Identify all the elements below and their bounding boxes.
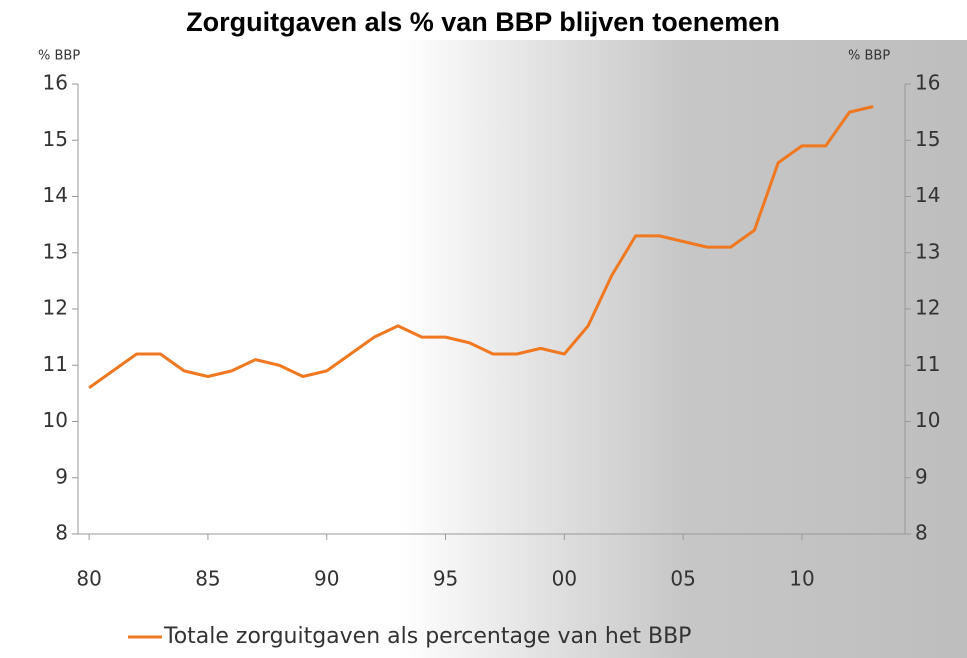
y-tick-label: 10: [43, 408, 68, 432]
x-tick-label: 90: [314, 567, 339, 591]
y2-tick-label: 16: [915, 71, 940, 95]
chart-title: Zorguitgaven als % van BBP blijven toene…: [186, 7, 780, 37]
y-tick-label: 15: [43, 127, 68, 151]
y-tick-label: 12: [43, 296, 68, 320]
y-tick-label: 9: [55, 464, 68, 488]
y2-tick-label: 11: [915, 352, 940, 376]
y2-tick-label: 9: [915, 464, 928, 488]
y-axis-label: % BBP: [38, 49, 80, 64]
y2-tick-label: 15: [915, 127, 940, 151]
x-tick-label: 95: [433, 567, 458, 591]
y-tick-label: 8: [55, 521, 68, 545]
y-tick-label: 14: [43, 183, 68, 207]
y2-tick-label: 8: [915, 521, 928, 545]
y2-tick-label: 14: [915, 183, 940, 207]
y2-tick-label: 12: [915, 296, 940, 320]
x-tick-label: 05: [670, 567, 695, 591]
chart: Zorguitgaven als % van BBP blijven toene…: [0, 0, 967, 658]
y2-axis-label: % BBP: [848, 49, 890, 64]
y-tick-label: 13: [43, 239, 68, 263]
x-tick-label: 10: [789, 567, 814, 591]
y-tick-label: 11: [43, 352, 68, 376]
x-tick-label: 80: [76, 567, 101, 591]
legend-label: Totale zorguitgaven als percentage van h…: [163, 624, 691, 649]
x-tick-label: 00: [552, 567, 577, 591]
y-tick-label: 16: [43, 71, 68, 95]
y2-tick-label: 13: [915, 239, 940, 263]
y2-tick-label: 10: [915, 408, 940, 432]
x-tick-label: 85: [195, 567, 220, 591]
